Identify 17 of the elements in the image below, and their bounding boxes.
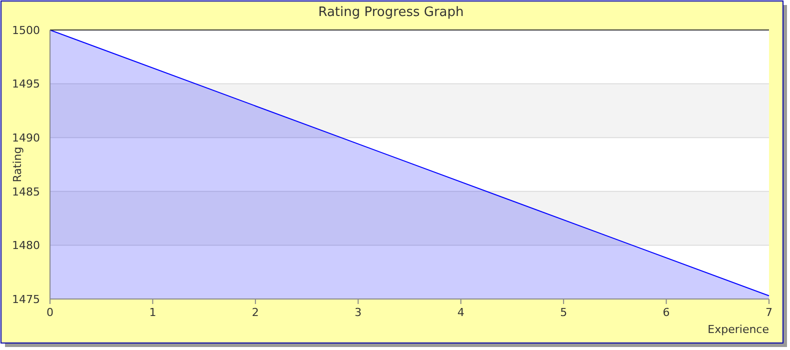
x-tick-label: 6 <box>662 306 670 319</box>
x-tick-label: 0 <box>46 306 54 319</box>
y-axis-title: Rating <box>11 146 24 182</box>
y-tick-label: 1475 <box>12 292 40 306</box>
x-tick-label: 7 <box>766 306 772 319</box>
y-tick-label: 1480 <box>12 239 40 252</box>
x-tick-label: 3 <box>354 306 362 319</box>
y-tick-label: 1490 <box>12 131 40 144</box>
x-tick-label: 1 <box>149 306 156 319</box>
x-tick-label: 4 <box>457 306 464 319</box>
y-tick-label: 1485 <box>12 185 40 198</box>
y-tick-label: 1500 <box>12 24 40 37</box>
x-axis-title: Experience <box>708 323 770 336</box>
chart-title: Rating Progress Graph <box>318 5 464 20</box>
x-tick-label: 2 <box>252 306 259 319</box>
y-tick-label: 1495 <box>12 78 40 91</box>
x-tick-label: 5 <box>560 306 568 319</box>
